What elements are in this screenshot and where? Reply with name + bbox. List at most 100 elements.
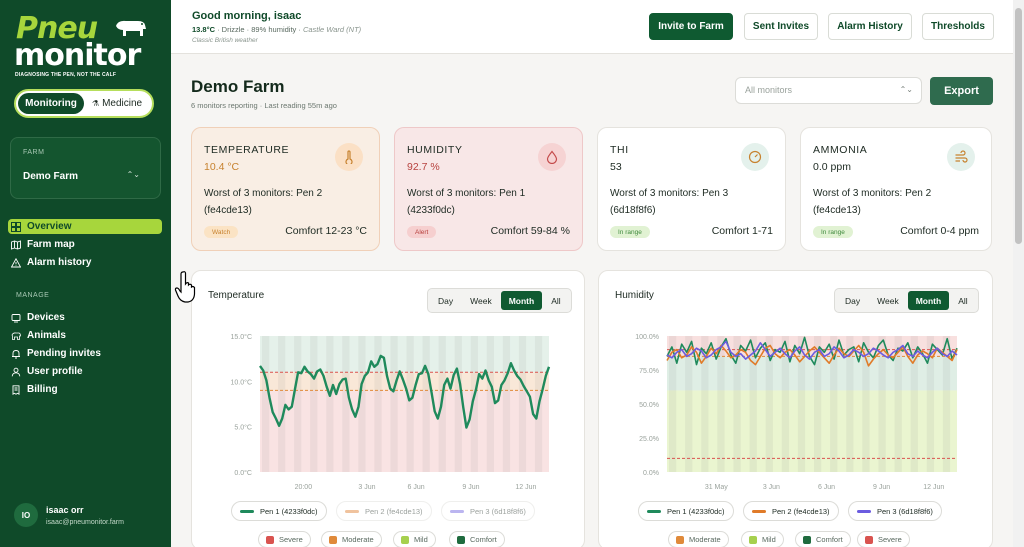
legend-item-pen-3[interactable]: Pen 3 (6d18f8f6) <box>441 501 535 521</box>
sidebar-item-farm-map[interactable]: Farm map <box>8 237 162 252</box>
sidebar-item-animals[interactable]: Animals <box>8 328 162 343</box>
map-icon <box>11 239 21 250</box>
x-tick-label: 31 May <box>705 484 728 491</box>
zone-legend-comfort: Comfort <box>449 531 505 547</box>
sidebar-item-label: User profile <box>27 366 83 377</box>
temperature-panel: Temperature Day Week Month All <box>191 270 585 547</box>
night-stripe <box>406 336 414 472</box>
metric-worst: Worst of 3 monitors: Pen 1 (4233f0dc) <box>407 185 567 219</box>
night-stripe <box>701 336 709 472</box>
animal-icon <box>11 332 21 340</box>
range-tab-week[interactable]: Week <box>877 295 899 306</box>
metric-worst-line: Worst of 3 monitors: Pen 1 <box>407 188 526 199</box>
y-tick-label: 0.0°C <box>234 469 252 477</box>
zone-legend-severe: Severe <box>258 531 311 547</box>
farm-label: FARM <box>23 149 45 156</box>
range-tab-month[interactable]: Month <box>907 291 950 310</box>
sidebar-item-overview[interactable]: Overview <box>8 219 162 234</box>
y-tick-label: 15.0°C <box>231 333 252 341</box>
x-tick-label: 12 Jun <box>515 484 536 491</box>
metric-value: 92.7 % <box>407 161 440 173</box>
pneumonitor-logo[interactable]: Pneu monitor <box>14 14 154 76</box>
metric-worst-id: (fe4cde13) <box>204 205 252 216</box>
night-stripe <box>910 336 918 472</box>
zone-legend-moderate: Moderate <box>321 531 382 547</box>
x-tick-label: 9 Jun <box>462 484 479 491</box>
night-stripe <box>797 336 806 472</box>
zone-label: Comfort <box>470 535 497 544</box>
range-tab-month[interactable]: Month <box>500 291 543 310</box>
metric-worst-id: (6d18f8f6) <box>610 205 656 216</box>
y-tick-label: 75.0% <box>639 368 659 375</box>
wind-icon <box>947 143 975 171</box>
zone-legend-mild: Mild <box>393 531 436 547</box>
gauge-icon <box>741 143 769 171</box>
tagline: DIAGNOSING THE PEN, NOT THE CALF <box>15 72 117 78</box>
range-tab-all[interactable]: All <box>551 295 561 306</box>
sent-invites-button[interactable]: Sent Invites <box>744 13 818 40</box>
user-account[interactable]: IO isaac orr isaac@pneumonitor.farm <box>14 503 124 527</box>
y-tick-label: 100.0% <box>635 334 659 341</box>
legend-item-pen-1[interactable]: Pen 1 (4233f0dc) <box>231 501 327 521</box>
range-tab-week[interactable]: Week <box>470 295 492 306</box>
legend-swatch <box>857 509 871 513</box>
weather-details: · Drizzle · 89% humidity · <box>215 25 303 34</box>
metric-card-temperature[interactable]: TEMPERATURE 10.4 °C Worst of 3 monitors: P… <box>191 127 380 251</box>
range-tab-day[interactable]: Day <box>845 295 861 306</box>
metric-card-ammonia[interactable]: AMMONIA 0.0 ppm Worst of 3 monitors: Pen 2… <box>800 127 992 251</box>
legend-item-pen-3[interactable]: Pen 3 (6d18f8f6) <box>848 501 942 521</box>
export-button[interactable]: Export <box>930 77 993 105</box>
night-stripe <box>310 336 318 472</box>
metric-card-humidity[interactable]: HUMIDITY 92.7 % Worst of 3 monitors: Pen 1… <box>394 127 583 251</box>
legend-item-pen-2[interactable]: Pen 2 (fe4cde13) <box>336 501 432 521</box>
invite-to-farm-button[interactable]: Invite to Farm <box>649 13 733 40</box>
farm-selector[interactable]: FARM Demo Farm ⌃⌄ <box>10 137 161 199</box>
scrollbar-thumb[interactable] <box>1015 8 1022 244</box>
sidebar-item-user-profile[interactable]: User profile <box>8 364 162 379</box>
legend-label: Pen 1 (4233f0dc) <box>667 506 725 516</box>
user-icon <box>11 367 21 376</box>
legend-item-pen-2[interactable]: Pen 2 (fe4cde13) <box>743 501 839 521</box>
alarm-history-button[interactable]: Alarm History <box>828 13 912 40</box>
sidebar-item-alarm-history[interactable]: Alarm history <box>8 255 162 270</box>
range-tab-all[interactable]: All <box>958 295 968 306</box>
bell-icon <box>12 349 20 358</box>
metric-card-thi[interactable]: THI 53 Worst of 3 monitors: Pen 3 (6d18f8f6… <box>597 127 786 251</box>
metric-worst-line: Worst of 3 monitors: Pen 2 <box>204 188 323 199</box>
mode-medicine-button[interactable]: ⚗ Medicine <box>84 93 150 114</box>
legend-item-pen-1[interactable]: Pen 1 (4233f0dc) <box>638 501 734 521</box>
series-line-2 <box>666 344 958 367</box>
sidebar-item-pending-invites[interactable]: Pending invites <box>8 346 162 361</box>
metric-worst-id: (fe4cde13) <box>813 205 861 216</box>
thresholds-button[interactable]: Thresholds <box>922 13 994 40</box>
legend-label: Pen 2 (fe4cde13) <box>772 506 830 516</box>
range-tab-day[interactable]: Day <box>438 295 454 306</box>
chevron-updown-icon: ⌃⌄ <box>126 170 140 179</box>
temperature-panel-title: Temperature <box>208 290 265 301</box>
night-stripe <box>942 336 951 472</box>
night-stripe <box>733 336 741 472</box>
page-scrollbar[interactable] <box>1013 0 1024 547</box>
metric-comfort-range: Comfort 0-4 ppm <box>900 225 979 237</box>
zone-label: Mild <box>414 535 428 544</box>
metric-comfort-range: Comfort 59-84 % <box>490 225 570 237</box>
night-stripe <box>846 336 854 472</box>
droplet-icon <box>538 143 566 171</box>
monitor-select[interactable]: All monitors ⌃⌄ <box>735 77 922 104</box>
mode-monitoring-button[interactable]: Monitoring <box>18 93 84 114</box>
sidebar-item-label: Alarm history <box>27 257 92 268</box>
x-tick-label: 3 Jun <box>358 484 375 491</box>
zone-swatch <box>676 535 684 544</box>
temperature-chart: 0.0°C 5.0°C 10.0°C 15.0°C 20:00 3 Jun 6 Jun 9 J… <box>231 333 551 491</box>
zone-swatch <box>749 535 757 544</box>
sidebar-item-devices[interactable]: Devices <box>8 310 162 325</box>
sidebar-item-label: Devices <box>27 312 65 323</box>
sidebar-item-billing[interactable]: Billing <box>8 382 162 397</box>
weather-location: Castle Ward (NT) <box>302 25 362 34</box>
zone-label: Moderate <box>689 535 721 544</box>
legend-swatch <box>240 509 254 513</box>
night-stripe <box>502 336 511 472</box>
zone-legend-severe: Severe <box>857 531 910 547</box>
user-name: isaac orr <box>46 504 84 515</box>
zone-swatch <box>803 535 811 544</box>
